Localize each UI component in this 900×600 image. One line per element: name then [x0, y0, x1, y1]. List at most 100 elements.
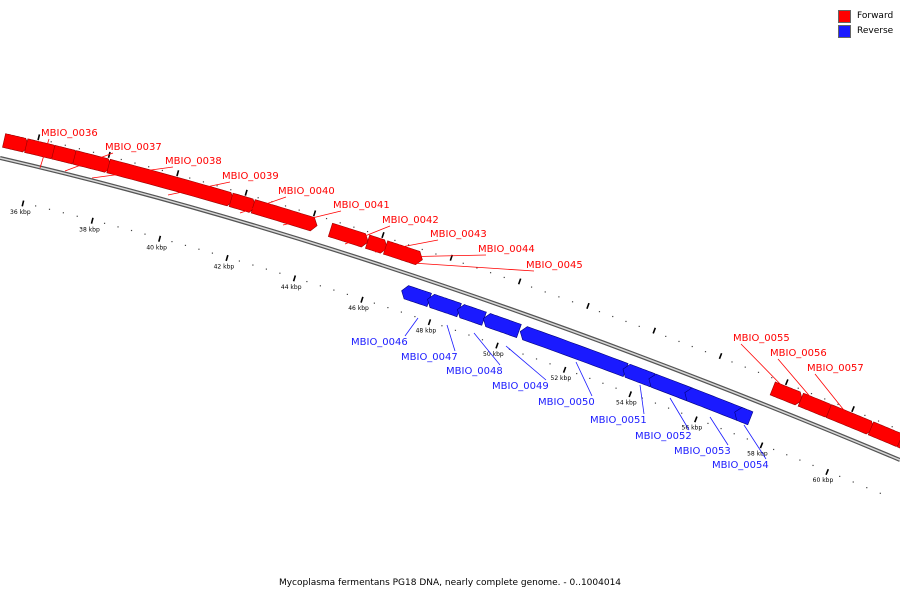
major-tick — [158, 235, 162, 242]
minor-tick — [598, 311, 601, 313]
minor-tick — [571, 301, 574, 303]
gene-features[interactable] — [2, 133, 900, 450]
minor-tick — [744, 366, 746, 368]
gene-label[interactable]: MBIO_0040 — [278, 186, 335, 197]
gene-label[interactable]: MBIO_0054 — [712, 460, 769, 471]
gene-feature-mbio-0047[interactable] — [427, 293, 462, 318]
minor-tick — [625, 320, 627, 323]
gene-label[interactable]: MBIO_0048 — [446, 366, 503, 377]
gene-feature-mbio-0043[interactable] — [327, 222, 369, 248]
minor-tick — [211, 252, 214, 254]
gene-label[interactable]: MBIO_0057 — [807, 363, 864, 374]
gene-label[interactable]: MBIO_0037 — [105, 142, 162, 153]
tick-label: 44 kbp — [281, 284, 302, 291]
tick-label: 52 kbp — [551, 375, 572, 382]
label-leader — [740, 343, 789, 393]
minor-tick — [877, 420, 880, 422]
label-leader — [709, 416, 729, 446]
minor-tick — [333, 289, 335, 291]
gene-label[interactable]: MBIO_0036 — [41, 128, 98, 139]
genome-backbone — [0, 156, 900, 462]
gene-label[interactable]: MBIO_0045 — [526, 260, 583, 271]
gene-label[interactable]: MBIO_0038 — [165, 156, 222, 167]
major-tick — [292, 275, 297, 282]
gene-label[interactable]: MBIO_0043 — [430, 229, 487, 240]
minor-tick — [62, 212, 64, 214]
gene-label[interactable]: MBIO_0051 — [590, 415, 647, 426]
gene-feature-mbio-0042[interactable] — [250, 199, 318, 232]
gene-feature-mbio-0057[interactable] — [825, 404, 874, 435]
minor-tick — [576, 372, 578, 375]
tick-label: 40 kbp — [146, 244, 167, 251]
major-tick — [381, 231, 385, 239]
gene-feature-mbio-0054[interactable] — [734, 407, 754, 426]
minor-tick — [454, 329, 457, 331]
gene-label[interactable]: MBIO_0049 — [492, 381, 549, 392]
minor-tick — [535, 358, 538, 360]
map-caption: Mycoplasma fermentans PG18 DNA, nearly c… — [278, 578, 622, 588]
minor-tick — [678, 340, 680, 343]
label-leader — [575, 361, 593, 397]
minor-tick — [435, 253, 437, 255]
minor-tick — [120, 158, 122, 161]
label-leader — [91, 166, 174, 179]
tick-label: 36 kbp — [10, 209, 31, 216]
major-tick — [628, 391, 633, 398]
gene-label[interactable]: MBIO_0056 — [770, 348, 827, 359]
minor-tick — [319, 285, 321, 287]
minor-tick — [279, 272, 281, 274]
gene-label[interactable]: MBIO_0046 — [351, 337, 408, 348]
gene-label[interactable]: MBIO_0052 — [635, 431, 692, 442]
minor-tick — [665, 335, 667, 338]
gene-label[interactable]: MBIO_0041 — [333, 200, 390, 211]
minor-tick — [130, 229, 133, 232]
gene-label[interactable]: MBIO_0055 — [733, 333, 790, 344]
label-leader — [64, 152, 114, 172]
major-tick — [851, 405, 855, 413]
minor-tick — [589, 377, 591, 380]
minor-tick — [746, 438, 748, 440]
minor-tick — [103, 222, 106, 224]
gene-label[interactable]: MBIO_0047 — [401, 352, 458, 363]
major-tick — [694, 416, 698, 423]
minor-tick — [325, 217, 328, 220]
gene-feature-extra[interactable] — [867, 421, 900, 447]
gene-feature-mbio-0055[interactable] — [769, 381, 803, 406]
gene-label[interactable]: MBIO_0050 — [538, 397, 595, 408]
label-leader — [669, 397, 690, 431]
gene-label[interactable]: MBIO_0044 — [478, 244, 535, 255]
minor-tick — [441, 325, 443, 327]
gene-feature-mbio-0039[interactable] — [72, 150, 112, 173]
gene-feature-mbio-0044[interactable] — [365, 234, 388, 254]
minor-tick — [353, 226, 355, 228]
minor-tick — [733, 433, 735, 435]
minor-tick — [184, 244, 187, 246]
gene-label[interactable]: MBIO_0039 — [222, 171, 279, 182]
label-leader — [239, 196, 287, 214]
gene-label[interactable]: MBIO_0042 — [382, 215, 439, 226]
minor-tick — [216, 185, 218, 187]
minor-tick — [522, 353, 524, 355]
tick-label: 42 kbp — [214, 264, 235, 271]
major-tick — [37, 134, 41, 141]
minor-tick — [786, 454, 788, 456]
minor-tick — [421, 248, 423, 251]
tick-label: 48 kbp — [416, 328, 437, 335]
gene-feature-mbio-0049[interactable] — [482, 313, 522, 338]
legend-reverse-label: Reverse — [857, 26, 894, 36]
gene-feature-mbio-0050[interactable] — [519, 326, 629, 377]
minor-tick — [462, 262, 464, 264]
major-tick — [21, 200, 25, 207]
minor-tick — [400, 311, 402, 313]
gene-feature-mbio-0056[interactable] — [797, 392, 833, 418]
gene-feature-mbio-0045[interactable] — [383, 240, 423, 266]
gene-label[interactable]: MBIO_0053 — [674, 446, 731, 457]
tick-label: 50 kbp — [483, 351, 504, 358]
label-leader — [374, 239, 439, 253]
major-tick — [107, 151, 111, 158]
gene-feature-mbio-0048[interactable] — [457, 304, 487, 326]
label-leader — [814, 373, 848, 415]
gene-feature-mbio-0046[interactable] — [401, 285, 432, 307]
minor-tick — [681, 412, 683, 414]
minor-tick — [704, 351, 707, 353]
